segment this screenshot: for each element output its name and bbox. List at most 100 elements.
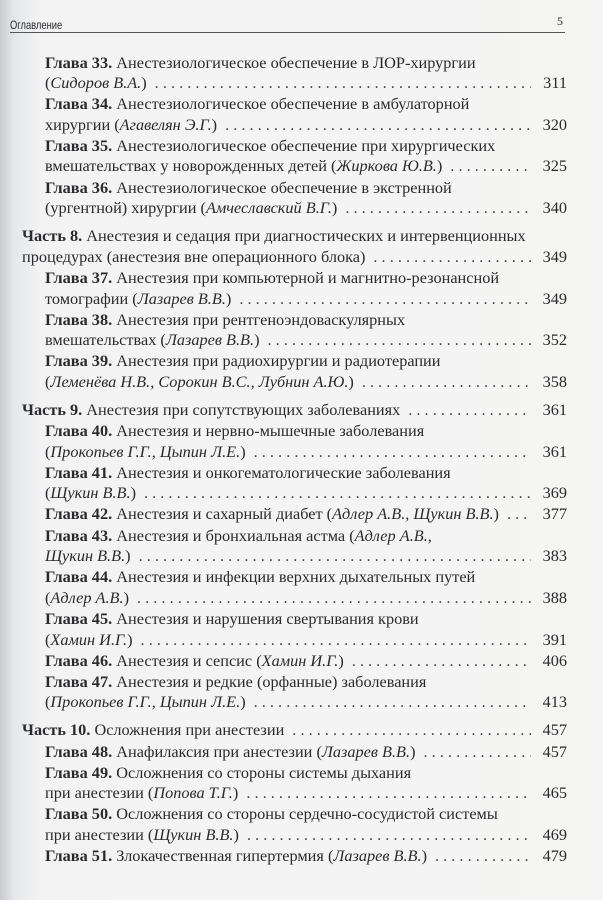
entry-author: Леменёва Н.В., Сорокин В.С., Лубнин А.Ю. [50,371,349,391]
entry-title-text: хирургии ( [45,114,120,134]
toc-line: Глава 34. Анестезиологическое обеспечени… [45,94,567,115]
entry-text: Глава 44. Анестезия и инфекции верхних д… [45,567,475,588]
entry-text: (Сидоров В.А.) [45,73,147,94]
entry-page-number: 457 [542,720,567,740]
entry-text: (Прокопьев Г.Г., Цыпин Л.Е.) [45,442,246,463]
entry-label: Глава 49. [45,762,113,782]
toc-chapter-entry: Глава 36. Анестезиологическое обеспечени… [22,178,567,219]
entry-text: при анестезии (Щукин В.В.) [45,825,239,846]
toc-line: (Адлер А.В.) 388 [45,588,567,609]
entry-page-number: 383 [542,546,567,566]
entry-label: Глава 50. [45,804,113,824]
entry-title-text: при анестезии ( [45,783,154,803]
toc-line: Глава 41. Анестезия и онкогематологическ… [45,463,567,484]
entry-text: Глава 46. Анестезия и сепсис (Хамин И.Г.… [45,651,344,672]
entry-text: Глава 41. Анестезия и онкогематологическ… [45,463,451,484]
header-title: Оглавление [10,18,63,32]
entry-page-number: 479 [542,845,567,865]
entry-label: Глава 41. [45,462,113,482]
entry-title-text: Осложнения со стороны системы дыхания [116,762,412,782]
toc-line: вмешательствах (Лазарев В.В.) 352 [45,330,567,351]
entry-label: Часть 10. [22,720,91,740]
dot-leader [267,330,531,351]
entry-title-text: (ургентной) хирургии ( [45,198,206,218]
entry-author: Лазарев В.В. [333,845,422,865]
toc-line: Глава 35. Анестезиологическое обеспечени… [45,136,567,157]
entry-text: Глава 33. Анестезиологическое обеспечени… [45,53,476,74]
entry-author: Попова Т.Г. [153,783,233,803]
entry-text: (Хамин И.Г.) [45,630,133,651]
dot-leader [507,504,531,525]
toc-line: (Хамин И.Г.) 391 [45,630,567,651]
entry-author: Жиркова Ю.В. [336,156,437,176]
entry-text: Часть 9. Анестезия при сопутствующих заб… [22,400,400,421]
entry-text: Глава 34. Анестезиологическое обеспечени… [45,94,469,115]
entry-page-number: 413 [542,692,567,712]
entry-text: Глава 37. Анестезия при компьютерной и м… [45,268,499,289]
toc-line: Глава 44. Анестезия и инфекции верхних д… [45,567,567,588]
toc-part-entry: Часть 10. Осложнения при анестезии 457 [22,720,567,741]
toc-line: Глава 33. Анестезиологическое обеспечени… [45,53,567,74]
entry-title-text: Анестезиологическое обеспечение в амбула… [116,94,470,114]
toc-chapter-entry: Глава 51. Злокачественная гипертермия (Л… [22,846,567,867]
entry-label: Глава 38. [45,309,113,329]
entry-author: Адлер А.В., [354,525,432,545]
entry-page-number: 406 [542,650,567,670]
toc-line: (Сидоров В.А.) 311 [45,73,567,94]
entry-page-number: 340 [542,198,567,218]
toc-line: Глава 43. Анестезия и бронхиальная астма… [45,526,567,547]
dot-leader [345,198,531,219]
entry-author: Лазарев В.В. [137,288,226,308]
toc-line: Глава 38. Анестезия при рентгеноэндоваск… [45,310,567,331]
entry-text: хирургии (Агавелян Э.Г.) [45,115,217,136]
dot-leader [435,846,531,867]
toc-line: Глава 49. Осложнения со стороны системы … [45,763,567,784]
entry-title-text: ( [45,587,51,607]
entry-page-number: 358 [542,371,567,391]
dot-leader [424,742,532,763]
dot-leader [225,115,531,136]
entry-title-text: процедурах (анестезия вне операционного … [22,246,366,266]
dot-leader [137,588,531,609]
entry-page-number: 391 [542,629,567,649]
entry-text: (Леменёва Н.В., Сорокин В.С., Лубнин А.Ю… [45,372,354,393]
entry-title-text: Анестезия и инфекции верхних дыхательных… [116,567,476,587]
entry-title-text: вмешательствах ( [45,330,166,350]
entry-title-text: ) [123,587,129,607]
toc-chapter-entry: Глава 40. Анестезия и нервно-мышечные за… [22,421,567,462]
entry-title-text: Анестезиологическое обеспечение в ЛОР-хи… [116,52,476,72]
entry-title-text: ) [421,845,427,865]
toc-chapter-entry: Глава 34. Анестезиологическое обеспечени… [22,94,567,135]
dot-leader [247,825,531,846]
entry-text: (ургентной) хирургии (Амчеславский В.Г.) [45,198,337,219]
entry-text: Глава 49. Осложнения со стороны системы … [45,763,411,784]
toc-line: Глава 39. Анестезия при радиохирургии и … [45,351,567,372]
dot-leader [246,783,531,804]
entry-text: Глава 39. Анестезия при радиохирургии и … [45,351,440,372]
entry-page-number: 352 [542,330,567,350]
toc-line: Глава 48. Анафилаксия при анестезии (Лаз… [45,742,567,763]
entry-text: Глава 51. Злокачественная гипертермия (Л… [45,846,427,867]
toc-chapter-entry: Глава 44. Анестезия и инфекции верхних д… [22,567,567,608]
entry-text: Часть 8. Анестезия и седация при диагнос… [22,226,526,247]
entry-label: Глава 43. [45,525,113,545]
entry-page-number: 369 [542,483,567,503]
entry-label: Глава 39. [45,351,113,371]
entry-page-number: 349 [542,246,567,266]
entry-text: Глава 48. Анафилаксия при анестезии (Лаз… [45,742,416,763]
toc-line: Глава 40. Анестезия и нервно-мышечные за… [45,421,567,442]
entry-title-text: ) [331,198,338,218]
toc-line: вмешательствах у новорожденных детей (Жи… [45,156,567,177]
dot-leader [373,247,531,268]
entry-title-text: ) [233,824,239,844]
entry-author: Амчеславский В.Г. [205,198,332,218]
entry-text: Глава 40. Анестезия и нервно-мышечные за… [45,421,424,442]
toc-line: процедурах (анестезия вне операционного … [22,247,567,268]
entry-title-text: Анестезия и сахарный диабет ( [116,504,333,524]
toc-line: Глава 45. Анестезия и нарушения свертыва… [45,609,567,630]
toc-chapter-entry: Глава 42. Анестезия и сахарный диабет (А… [22,504,567,525]
entry-label: Глава 45. [45,608,113,628]
entry-title-text: Анестезия и онкогематологические заболев… [116,462,451,482]
toc-line: хирургии (Агавелян Э.Г.) 320 [45,115,567,136]
dot-leader [292,720,531,741]
